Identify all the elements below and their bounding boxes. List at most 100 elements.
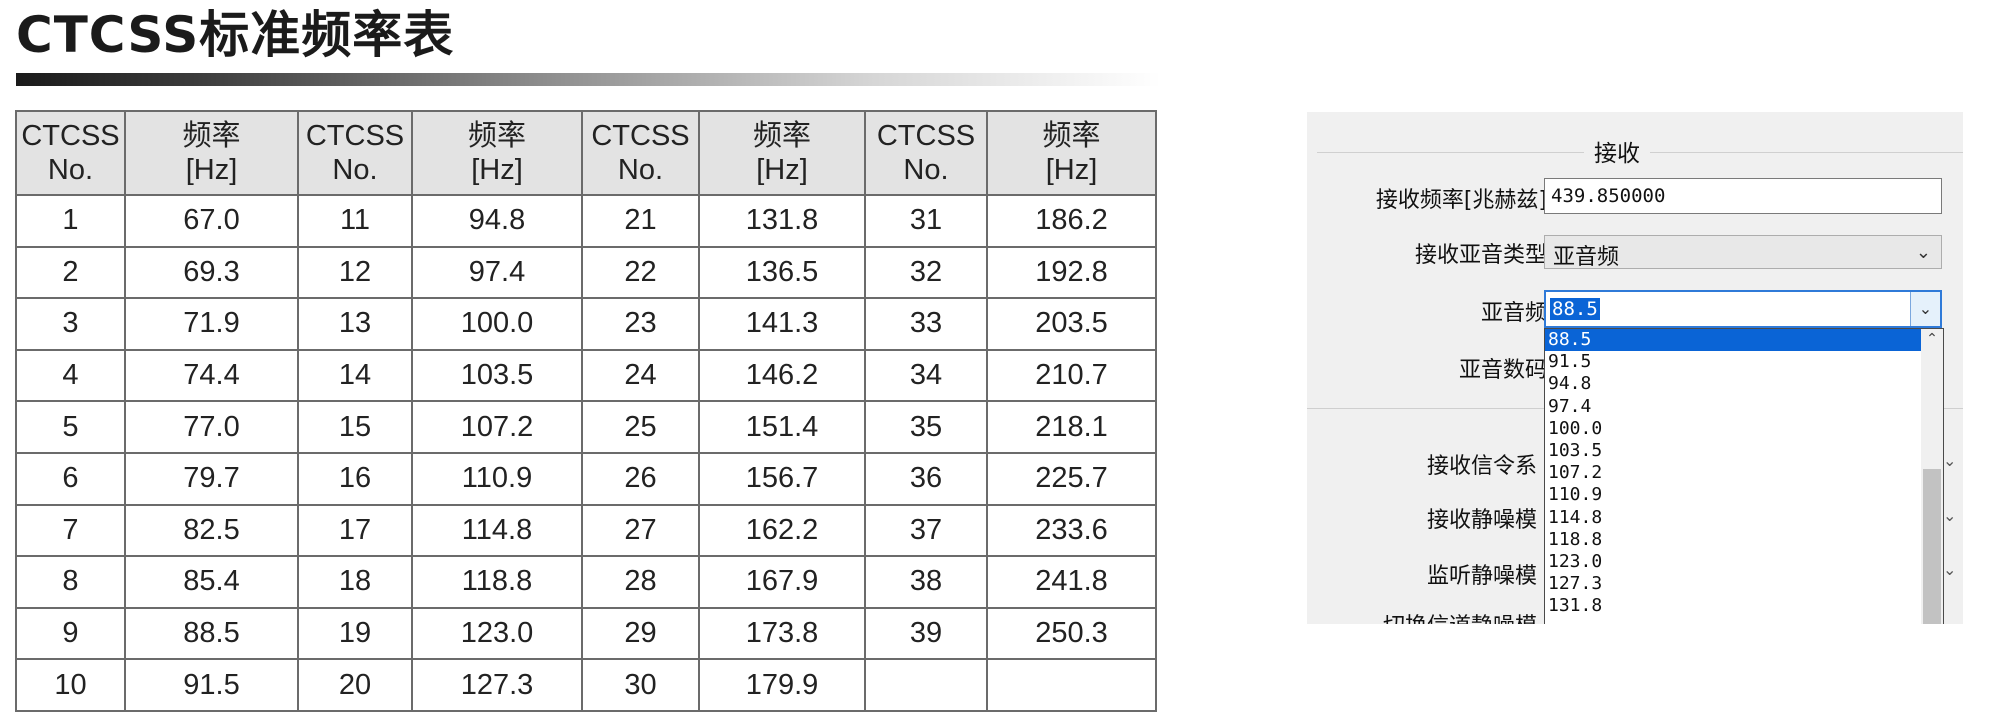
table-cell: 118.8 (411, 555, 583, 609)
subtone-option[interactable]: 103.5 (1548, 439, 1603, 461)
table-cell: 179.9 (698, 658, 866, 712)
subtone-code-label: 亚音数码 (1458, 358, 1547, 383)
table-cell: 110.9 (411, 451, 583, 506)
subtone-label: 亚音频 (1480, 301, 1547, 326)
subtone-option[interactable]: 127.3 (1548, 573, 1603, 595)
chevron-down-icon[interactable]: ⌄ (1943, 506, 1957, 525)
table-row: 3 71.9 13 100.0 23 141.3 33 203.5 (15, 297, 1157, 351)
table-cell: 38 (864, 555, 988, 609)
subtone-option[interactable]: 94.8 (1548, 373, 1592, 395)
subtone-dropdown-list[interactable]: 88.5 91.5 94.8 97.4 100.0 103.5 107.2 110.9 114.… (1544, 328, 1944, 624)
table-row: 7 82.5 17 114.8 27 162.2 37 233.6 (15, 503, 1157, 558)
header-line-2: [Hz] (1045, 154, 1098, 186)
table-cell: 9 (15, 606, 126, 661)
table-cell: 250.3 (986, 606, 1157, 661)
table-cell: 39 (864, 606, 988, 661)
table-cell: 5 (15, 400, 126, 454)
table-cell: 13 (297, 297, 413, 351)
chevron-down-icon[interactable]: ⌄ (1943, 451, 1957, 470)
table-cell: 91.5 (124, 658, 299, 712)
table-cell: 26 (581, 451, 700, 506)
rx-tone-type-select[interactable]: 亚音频 ⌄ (1544, 235, 1942, 270)
table-cell: 17 (297, 503, 413, 558)
header-line-1: 频率 (752, 120, 811, 152)
table-cell: 94.8 (411, 194, 583, 248)
table-cell: 21 (581, 194, 700, 248)
chevron-down-icon: ⌄ (1915, 242, 1931, 263)
table-row: 4 74.4 14 103.5 24 146.2 34 210.7 (15, 348, 1157, 403)
header-line-2: No. (47, 154, 94, 186)
table-cell: 186.2 (986, 194, 1157, 248)
subtone-option[interactable]: 97.4 (1548, 395, 1592, 417)
table-cell: 7 (15, 503, 126, 558)
header-line-1: CTCSS (876, 120, 976, 152)
title-underline (16, 73, 1161, 86)
table-cell: 16 (297, 451, 413, 506)
subtone-option[interactable]: 114.8 (1548, 506, 1603, 528)
table-cell: 141.3 (698, 297, 866, 351)
monitor-squelch-label: 监听静噪模 (1427, 564, 1538, 589)
subtone-value: 88.5 (1550, 298, 1600, 320)
column-header: 频率 [Hz] (124, 110, 299, 196)
table-cell: 82.5 (124, 503, 299, 558)
scrollbar-thumb[interactable] (1923, 469, 1941, 624)
subtone-option[interactable]: 88.5 (1545, 329, 1921, 352)
subtone-option[interactable]: 107.2 (1548, 462, 1603, 484)
table-cell: 97.4 (411, 245, 583, 300)
table-cell: 114.8 (411, 503, 583, 558)
channel-switch-squelch-label: 切换信道静噪模 (1383, 608, 1537, 624)
chevron-down-icon[interactable]: ⌄ (1910, 292, 1940, 326)
table-cell: 1 (15, 194, 126, 248)
column-header: CTCSS No. (15, 110, 126, 196)
rx-frequency-input[interactable]: 439.850000 (1544, 178, 1942, 214)
table-cell: 131.8 (698, 194, 866, 248)
subtone-option[interactable]: 110.9 (1548, 484, 1603, 506)
subtone-option[interactable]: 118.8 (1548, 528, 1603, 550)
column-header: 频率 [Hz] (986, 110, 1157, 196)
table-cell: 4 (15, 348, 126, 403)
table-cell: 241.8 (986, 555, 1157, 609)
rx-squelch-label: 接收静噪模 (1427, 508, 1538, 533)
column-header: CTCSS No. (297, 110, 413, 196)
table-row: 6 79.7 16 110.9 26 156.7 36 225.7 (15, 451, 1157, 506)
header-line-2: [Hz] (756, 154, 808, 186)
table-header-row: CTCSS No. 频率 [Hz] CTCSS No. 频率 [Hz] CTCSS No. 频率 [H… (15, 110, 1157, 196)
subtone-option[interactable]: 100.0 (1548, 417, 1603, 439)
table-cell: 6 (15, 451, 126, 506)
header-line-1: 频率 (182, 120, 241, 152)
subtone-option[interactable]: 131.8 (1548, 595, 1603, 617)
column-header: 频率 [Hz] (411, 110, 583, 196)
table-cell (986, 658, 1157, 712)
table-cell: 74.4 (124, 348, 299, 403)
ctcss-frequency-table: CTCSS No. 频率 [Hz] CTCSS No. 频率 [Hz] CTCSS No. 频率 [H… (15, 110, 1157, 712)
table-body: 1 67.0 11 94.8 21 131.8 31 186.2 2 69.3 12 97.4 22 13… (15, 194, 1157, 712)
table-cell: 28 (581, 555, 700, 609)
table-cell: 37 (864, 503, 988, 558)
chevron-down-icon[interactable]: ⌄ (1943, 560, 1957, 579)
table-cell: 35 (864, 400, 988, 454)
scrollbar[interactable]: ⌃ (1921, 329, 1943, 624)
table-cell: 88.5 (124, 606, 299, 661)
table-cell: 27 (581, 503, 700, 558)
table-cell: 69.3 (124, 245, 299, 300)
table-cell: 127.3 (411, 658, 583, 712)
table-cell: 123.0 (411, 606, 583, 661)
rx-tone-type-value: 亚音频 (1553, 245, 1620, 270)
table-cell: 23 (581, 297, 700, 351)
table-row: 5 77.0 15 107.2 25 151.4 35 218.1 (15, 400, 1157, 454)
table-row: 1 67.0 11 94.8 21 131.8 31 186.2 (15, 194, 1157, 248)
table-cell: 146.2 (698, 348, 866, 403)
subtone-option[interactable]: 91.5 (1548, 351, 1592, 373)
table-cell: 34 (864, 348, 988, 403)
chevron-up-icon[interactable]: ⌃ (1926, 331, 1938, 347)
subtone-option[interactable]: 123.0 (1548, 550, 1603, 572)
header-line-2: No. (332, 154, 378, 186)
table-cell: 14 (297, 348, 413, 403)
table-cell: 156.7 (698, 451, 866, 506)
header-line-1: CTCSS (591, 120, 690, 152)
subtone-select[interactable]: 88.5 ⌄ (1544, 290, 1942, 328)
header-line-1: 频率 (467, 120, 526, 152)
table-row: 9 88.5 19 123.0 29 173.8 39 250.3 (15, 606, 1157, 661)
table-row: 8 85.4 18 118.8 28 167.9 38 241.8 (15, 555, 1157, 609)
table-cell: 67.0 (124, 194, 299, 248)
